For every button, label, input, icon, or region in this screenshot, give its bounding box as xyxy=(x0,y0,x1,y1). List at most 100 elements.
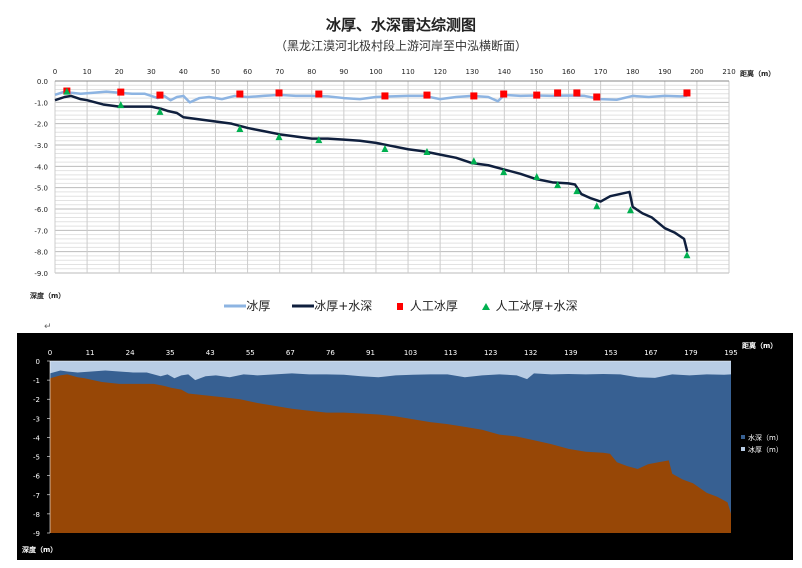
bottom-x-tick-label: 132 xyxy=(524,349,537,357)
y-tick-label: -4.0 xyxy=(34,163,48,171)
manual-ice-point xyxy=(554,89,562,97)
legend-manual-ice: 人工冰厚 xyxy=(394,299,458,313)
legend-ice: 冰厚 xyxy=(224,299,271,313)
bottom-legend-swatch xyxy=(741,435,745,439)
y-tick-label: -9.0 xyxy=(34,270,48,278)
manual-ice-water-point xyxy=(275,133,283,141)
x-tick-label: 200 xyxy=(690,68,703,76)
x-tick-label: 90 xyxy=(339,68,348,76)
x-tick-label: 30 xyxy=(147,68,156,76)
y-tick-label: -2.0 xyxy=(34,121,48,129)
bottom-y-axis-label: 深度（m） xyxy=(22,545,57,554)
manual-ice-water-point xyxy=(593,202,601,210)
riverbed-area xyxy=(50,374,731,533)
bottom-y-tick-label: -9 xyxy=(33,530,40,538)
manual-ice-point xyxy=(156,91,164,99)
x-tick-label: 170 xyxy=(594,68,607,76)
manual-ice-water-point xyxy=(573,187,581,195)
manual-ice-point xyxy=(533,91,541,99)
manual-ice-water-point xyxy=(236,125,244,132)
y-axis-label: 深度（m） xyxy=(30,291,65,300)
manual-ice-water-point xyxy=(63,87,71,95)
manual-ice-point xyxy=(275,89,283,97)
manual-ice-point xyxy=(470,92,478,100)
manual-ice-water-point xyxy=(381,145,389,153)
bottom-y-tick-label: 0 xyxy=(36,358,40,366)
bottom-x-tick-label: 11 xyxy=(86,349,95,357)
manual-ice-water-point xyxy=(533,173,541,180)
y-tick-label: -5.0 xyxy=(34,185,48,193)
bottom-x-tick-label: 35 xyxy=(166,349,175,357)
bottom-x-tick-label: 113 xyxy=(444,349,457,357)
x-tick-label: 0 xyxy=(53,68,57,76)
x-tick-label: 100 xyxy=(369,68,382,76)
manual-ice-point xyxy=(381,92,389,100)
bottom-y-tick-label: -6 xyxy=(33,473,41,481)
bottom-x-tick-label: 91 xyxy=(366,349,375,357)
bottom-x-tick-label: 139 xyxy=(564,349,577,357)
bottom-x-tick-label: 24 xyxy=(126,349,135,357)
bottom-x-tick-label: 167 xyxy=(644,349,657,357)
manual-ice-point xyxy=(573,89,581,97)
x-tick-label: 130 xyxy=(466,68,479,76)
x-tick-label: 60 xyxy=(243,68,252,76)
ice-water-line xyxy=(54,94,689,252)
manual-ice-point xyxy=(683,89,691,97)
bottom-x-tick-label: 179 xyxy=(684,349,697,357)
y-tick-label: -3.0 xyxy=(34,142,48,150)
bottom-y-tick-label: -5 xyxy=(33,454,40,462)
bottom-x-tick-label: 0 xyxy=(48,349,52,357)
legend-manual-ice-water: 人工冰厚+水深 xyxy=(480,299,578,313)
y-tick-label: 0.0 xyxy=(37,78,48,86)
y-tick-label: -8.0 xyxy=(34,249,48,257)
bottom-y-tick-label: -8 xyxy=(33,511,40,519)
manual-ice-water-point xyxy=(683,251,691,259)
manual-ice-water-point xyxy=(117,101,125,109)
bottom-y-tick-label: -2 xyxy=(33,396,40,404)
bottom-y-tick-label: -3 xyxy=(33,415,40,423)
legend-ice-water: 冰厚+水深 xyxy=(292,299,373,313)
bottom-chart-background xyxy=(17,333,793,560)
chart-title: 冰厚、水深雷达综测图 xyxy=(325,16,476,34)
bottom-x-tick-label: 76 xyxy=(326,349,335,357)
legend: 冰厚 冰厚+水深 人工冰厚 人工冰厚+水深 xyxy=(0,297,802,314)
x-tick-label: 80 xyxy=(307,68,316,76)
bottom-x-tick-label: 123 xyxy=(484,349,497,357)
manual-ice-point xyxy=(315,90,323,98)
x-tick-label: 40 xyxy=(179,68,188,76)
bottom-legend-label: 冰厚（m） xyxy=(748,445,783,454)
bottom-x-tick-label: 43 xyxy=(206,349,215,357)
x-tick-label: 20 xyxy=(115,68,124,76)
manual-ice-point xyxy=(500,90,508,98)
bottom-x-tick-label: 67 xyxy=(286,349,295,357)
manual-ice-water-point xyxy=(470,157,478,165)
manual-ice-water-point xyxy=(626,206,634,214)
manual-ice-point xyxy=(236,90,244,98)
bottom-x-tick-label: 153 xyxy=(604,349,617,357)
bottom-x-axis-label: 距离（m） xyxy=(742,341,777,350)
x-tick-label: 160 xyxy=(562,68,575,76)
x-tick-label: 140 xyxy=(498,68,511,76)
manual-ice-point xyxy=(117,88,125,96)
manual-ice-water-point xyxy=(500,168,508,176)
manual-ice-water-point xyxy=(554,181,562,189)
top-chart: 0 10 20 30 40 50 60 70 80 90 100 110 120 130 140 150 160… xyxy=(30,68,775,300)
manual-ice-point xyxy=(423,91,431,99)
x-tick-label: 110 xyxy=(401,68,414,76)
bottom-legend-label: 水深（m） xyxy=(748,433,783,442)
y-tick-label: -6.0 xyxy=(34,206,48,214)
manual-ice-water-point xyxy=(156,107,164,115)
bottom-y-tick-label: -1 xyxy=(33,377,40,385)
ice-area xyxy=(50,361,731,533)
bottom-legend-swatch xyxy=(741,447,745,451)
ice-line xyxy=(54,90,688,104)
bottom-x-tick-label: 195 xyxy=(724,349,737,357)
bottom-y-tick-label: -4 xyxy=(33,434,41,442)
manual-ice-water-point xyxy=(423,148,431,156)
water-area xyxy=(50,370,731,533)
y-tick-label: -7.0 xyxy=(34,227,48,235)
chart-subtitle: （黑龙江漠河北极村段上游河岸至中泓横断面） xyxy=(274,39,527,53)
x-tick-label: 120 xyxy=(433,68,446,76)
bottom-y-tick-label: -7 xyxy=(33,492,40,500)
x-tick-label: 150 xyxy=(530,68,543,76)
